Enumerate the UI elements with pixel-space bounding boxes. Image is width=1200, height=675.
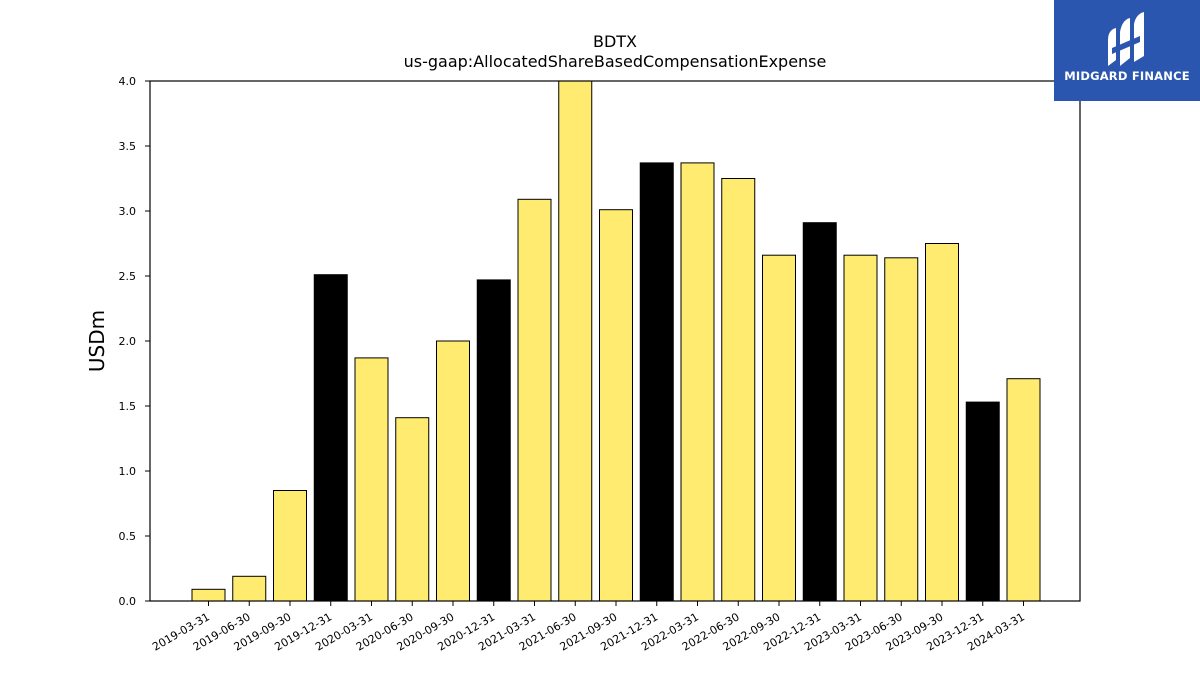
- bar-2020-06-30: [395, 417, 430, 601]
- bar-2021-12-31: [639, 162, 674, 601]
- y-tick-label: 0.5: [119, 530, 137, 543]
- bar-2022-09-30: [762, 254, 796, 601]
- bar-2023-06-30: [884, 257, 919, 601]
- bar-2024-03-31: [1006, 378, 1041, 601]
- y-tick-label: 4.0: [119, 75, 137, 88]
- bar-2021-09-30: [599, 209, 633, 601]
- bar-2022-12-31: [802, 222, 837, 601]
- midgard-finance-logo: MIDGARD FINANCE: [1054, 0, 1200, 101]
- bar-2019-06-30: [232, 575, 267, 601]
- bar-2020-09-30: [436, 340, 470, 601]
- chart-title: BDTX: [592, 32, 638, 51]
- y-tick-label: 0.0: [119, 595, 137, 608]
- bar-2023-12-31: [965, 401, 1000, 601]
- y-tick-label: 2.0: [119, 335, 137, 348]
- y-tick-label: 1.5: [119, 400, 137, 413]
- y-tick-label: 3.5: [119, 140, 137, 153]
- y-tick-label: 3.0: [119, 205, 137, 218]
- bar-2020-12-31: [476, 279, 511, 601]
- bar-2023-09-30: [925, 243, 959, 601]
- chart-subtitle: us-gaap:AllocatedShareBasedCompensationE…: [403, 52, 827, 71]
- y-axis-label: USDm: [85, 310, 109, 372]
- midgard-logo-icon: [1108, 12, 1144, 66]
- y-tick-label: 1.0: [119, 465, 137, 478]
- bar-2022-06-30: [721, 178, 756, 601]
- logo-text: MIDGARD FINANCE: [1064, 69, 1190, 83]
- bar-2019-09-30: [273, 490, 307, 601]
- bar-2019-12-31: [313, 274, 348, 601]
- bar-2022-03-31: [680, 162, 715, 601]
- y-tick-label: 2.5: [119, 270, 137, 283]
- bar-2019-03-31: [191, 588, 226, 601]
- bar-2021-06-30: [558, 81, 593, 601]
- bar-2020-03-31: [354, 357, 389, 601]
- bar-2021-03-31: [517, 198, 552, 601]
- bar-2023-03-31: [843, 254, 878, 601]
